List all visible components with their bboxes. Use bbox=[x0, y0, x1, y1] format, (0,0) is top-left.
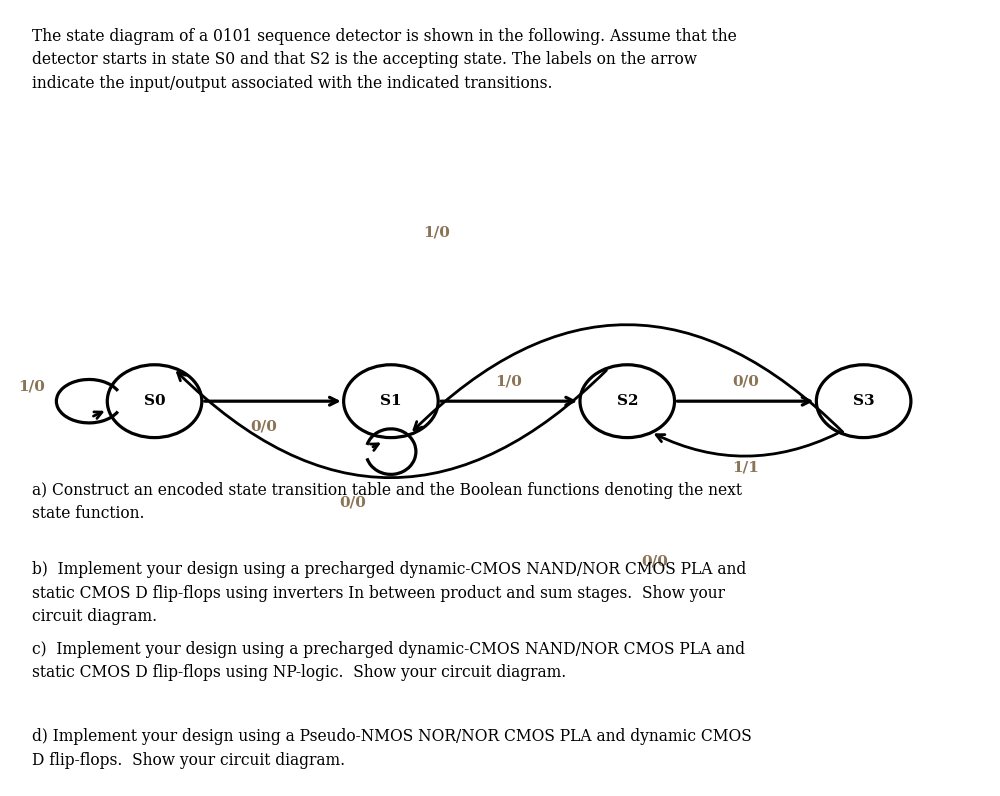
Text: d) Implement your design using a Pseudo-NMOS NOR/NOR CMOS PLA and dynamic CMOS
D: d) Implement your design using a Pseudo-… bbox=[32, 728, 752, 769]
Text: c)  Implement your design using a precharged dynamic-CMOS NAND/NOR CMOS PLA and
: c) Implement your design using a prechar… bbox=[32, 641, 745, 681]
Text: S0: S0 bbox=[144, 394, 165, 408]
Text: b)  Implement your design using a precharged dynamic-CMOS NAND/NOR CMOS PLA and
: b) Implement your design using a prechar… bbox=[32, 561, 746, 625]
Text: 0/0: 0/0 bbox=[250, 419, 277, 434]
Text: 0/0: 0/0 bbox=[641, 555, 668, 569]
Text: 1/0: 1/0 bbox=[496, 375, 523, 388]
Text: 0/0: 0/0 bbox=[732, 375, 759, 388]
Text: a) Construct an encoded state transition table and the Boolean functions denotin: a) Construct an encoded state transition… bbox=[32, 482, 742, 522]
Text: 0/0: 0/0 bbox=[339, 495, 366, 509]
Text: 1/0: 1/0 bbox=[423, 225, 450, 240]
Text: The state diagram of a 0101 sequence detector is shown in the following. Assume : The state diagram of a 0101 sequence det… bbox=[32, 28, 737, 92]
Text: S3: S3 bbox=[853, 394, 874, 408]
Text: 1/0: 1/0 bbox=[18, 380, 45, 394]
Text: S1: S1 bbox=[380, 394, 402, 408]
Text: 1/1: 1/1 bbox=[732, 460, 759, 474]
Text: S2: S2 bbox=[617, 394, 638, 408]
